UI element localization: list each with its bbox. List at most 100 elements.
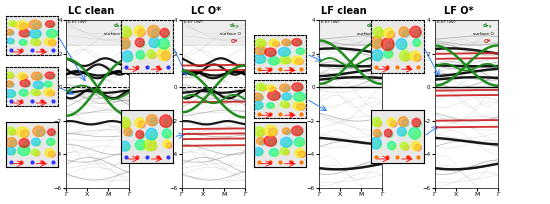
Circle shape — [20, 23, 28, 30]
Circle shape — [150, 53, 156, 59]
Circle shape — [33, 126, 45, 136]
Text: E-E$_F$ (eV): E-E$_F$ (eV) — [320, 18, 341, 26]
Circle shape — [153, 41, 159, 48]
Circle shape — [412, 118, 421, 127]
Circle shape — [252, 101, 263, 109]
Circle shape — [135, 38, 144, 47]
Circle shape — [386, 41, 394, 50]
Circle shape — [253, 93, 263, 101]
Circle shape — [272, 59, 279, 65]
Circle shape — [399, 50, 410, 61]
Circle shape — [10, 150, 16, 155]
Circle shape — [48, 74, 55, 79]
Circle shape — [373, 27, 383, 37]
Text: O*: O* — [483, 39, 491, 44]
Circle shape — [37, 129, 45, 136]
Circle shape — [20, 80, 30, 87]
Circle shape — [124, 144, 130, 151]
Circle shape — [33, 23, 42, 29]
Circle shape — [260, 140, 266, 145]
Circle shape — [160, 115, 172, 127]
Circle shape — [284, 150, 289, 155]
Circle shape — [21, 148, 30, 155]
Circle shape — [401, 130, 407, 136]
Circle shape — [292, 83, 303, 91]
Circle shape — [160, 28, 169, 37]
Circle shape — [47, 91, 54, 96]
Circle shape — [147, 25, 160, 38]
Circle shape — [264, 136, 277, 146]
Circle shape — [295, 129, 303, 135]
Circle shape — [6, 29, 13, 35]
Circle shape — [371, 36, 383, 49]
Circle shape — [35, 151, 40, 156]
Circle shape — [7, 147, 15, 155]
Text: LC clean: LC clean — [68, 6, 114, 16]
Circle shape — [23, 92, 29, 96]
Circle shape — [387, 118, 396, 127]
Circle shape — [18, 145, 30, 156]
Circle shape — [46, 29, 57, 38]
Circle shape — [30, 29, 41, 38]
Circle shape — [44, 89, 54, 96]
Circle shape — [23, 41, 28, 45]
Circle shape — [400, 142, 408, 150]
Circle shape — [48, 151, 55, 157]
Circle shape — [404, 145, 409, 150]
Circle shape — [370, 137, 381, 149]
Circle shape — [139, 143, 146, 150]
Circle shape — [120, 26, 131, 37]
Circle shape — [123, 120, 130, 128]
Circle shape — [162, 41, 170, 49]
Circle shape — [388, 31, 394, 38]
Circle shape — [258, 49, 267, 55]
Circle shape — [10, 40, 15, 44]
Circle shape — [268, 128, 277, 136]
Circle shape — [383, 49, 393, 58]
Circle shape — [416, 42, 421, 47]
Circle shape — [149, 37, 159, 48]
Circle shape — [382, 38, 394, 51]
Circle shape — [292, 56, 302, 64]
Text: LF O*: LF O* — [444, 6, 474, 16]
Circle shape — [49, 23, 56, 28]
Circle shape — [268, 50, 277, 56]
Bar — [319, 20, 382, 45]
Circle shape — [126, 54, 133, 62]
Circle shape — [31, 89, 40, 95]
Circle shape — [162, 51, 170, 60]
Circle shape — [31, 38, 40, 45]
Circle shape — [283, 86, 290, 92]
Circle shape — [279, 84, 290, 92]
Circle shape — [254, 147, 263, 156]
Circle shape — [283, 58, 291, 64]
Circle shape — [295, 85, 303, 91]
Circle shape — [387, 52, 393, 58]
Circle shape — [293, 101, 305, 110]
Circle shape — [19, 39, 27, 45]
Circle shape — [294, 92, 305, 101]
Circle shape — [377, 132, 382, 137]
Circle shape — [119, 117, 130, 128]
Circle shape — [403, 30, 410, 37]
Circle shape — [273, 151, 279, 156]
Circle shape — [48, 40, 56, 46]
Circle shape — [135, 140, 145, 150]
Circle shape — [19, 29, 30, 37]
Circle shape — [46, 21, 54, 27]
Circle shape — [124, 128, 132, 136]
Circle shape — [296, 48, 305, 54]
Circle shape — [268, 57, 279, 65]
Circle shape — [410, 51, 420, 61]
Circle shape — [399, 117, 408, 127]
Circle shape — [285, 41, 292, 46]
Circle shape — [135, 118, 145, 128]
Circle shape — [166, 132, 172, 138]
Text: E-E$_F$ (eV): E-E$_F$ (eV) — [183, 18, 204, 26]
Circle shape — [21, 75, 28, 80]
Circle shape — [157, 48, 170, 61]
Circle shape — [45, 38, 56, 46]
Bar — [182, 20, 245, 45]
Circle shape — [254, 127, 265, 136]
Circle shape — [409, 127, 421, 139]
